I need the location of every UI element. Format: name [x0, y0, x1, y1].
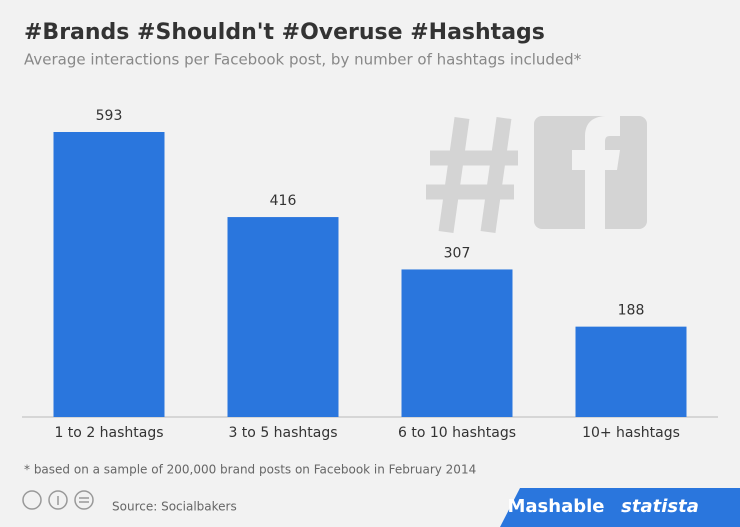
chart-subtitle: Average interactions per Facebook post, …: [24, 51, 582, 69]
x-tick-label: 3 to 5 hashtags: [228, 425, 337, 441]
value-label: 593: [96, 108, 123, 124]
bar: [401, 269, 513, 417]
value-label: 307: [444, 245, 471, 261]
brand-statista: statista: [621, 496, 699, 517]
value-label: 416: [270, 193, 297, 209]
x-tick-label: 6 to 10 hashtags: [398, 425, 516, 441]
brand-mashable: Mashable: [508, 496, 605, 517]
bar: [53, 132, 165, 417]
x-tick-label: 1 to 2 hashtags: [54, 425, 163, 441]
value-label: 188: [618, 303, 645, 319]
license-icons: [22, 490, 94, 510]
source: Source: Socialbakers: [112, 500, 237, 514]
brand-band: [500, 488, 740, 527]
facebook-icon: [534, 116, 647, 229]
hashtag-icon: [426, 116, 518, 234]
bar: [227, 217, 339, 417]
chart-title: #Brands #Shouldn't #Overuse #Hashtags: [24, 20, 545, 45]
bar: [575, 326, 687, 417]
footnote: * based on a sample of 200,000 brand pos…: [24, 463, 476, 477]
x-tick-label: 10+ hashtags: [582, 425, 680, 441]
